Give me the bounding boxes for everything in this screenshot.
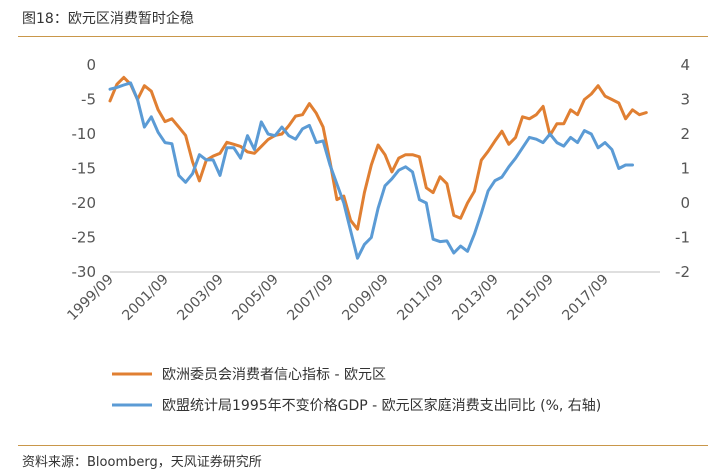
right-tick-label: 3 <box>680 91 690 109</box>
title-rule <box>18 36 708 37</box>
x-tick-label: 2011/09 <box>394 272 446 324</box>
right-tick-label: 4 <box>680 56 690 74</box>
x-axis: 1999/09 2001/09 2003/09 2005/09 2007/09 2009/… <box>64 272 611 324</box>
source-rule <box>18 445 708 446</box>
line-chart: 0 -5 -10 -15 -20 -25 -30 4 3 2 1 0 -1 -2 1999/09 2001… <box>64 56 690 414</box>
legend-label: 欧洲委员会消费者信心指标 - 欧元区 <box>162 367 386 383</box>
x-tick-label: 2017/09 <box>559 272 611 324</box>
x-tick-label: 2003/09 <box>174 272 226 324</box>
left-tick-label: -20 <box>72 194 97 212</box>
left-tick-label: -10 <box>72 125 97 143</box>
x-tick-label: 2007/09 <box>284 272 336 324</box>
x-tick-label: 2013/09 <box>449 272 501 324</box>
left-tick-label: -15 <box>72 160 97 178</box>
x-tick-label: 2001/09 <box>119 272 171 324</box>
series-layer <box>108 75 648 260</box>
figure-title: 图18：欧元区消费暂时企稳 <box>22 11 194 27</box>
x-tick-label: 2005/09 <box>229 272 281 324</box>
right-tick-label: 0 <box>680 194 690 212</box>
right-tick-label: 1 <box>680 160 690 178</box>
legend-label: 欧盟统计局1995年不变价格GDP - 欧元区家庭消费支出同比 (%, 右轴) <box>162 397 601 414</box>
left-tick-label: -25 <box>72 229 97 247</box>
consumer-confidence-line <box>108 75 648 231</box>
left-tick-label: -30 <box>72 263 97 281</box>
left-tick-label: 0 <box>86 56 96 74</box>
left-tick-label: -5 <box>81 91 96 109</box>
x-tick-label: 2009/09 <box>339 272 391 324</box>
left-y-axis: 0 -5 -10 -15 -20 -25 -30 <box>72 56 97 281</box>
x-tick-label: 2015/09 <box>504 272 556 324</box>
right-tick-label: -2 <box>675 263 690 281</box>
source-note: 资料来源：Bloomberg，天风证券研究所 <box>22 455 262 470</box>
household-consumption-line <box>108 81 634 260</box>
right-tick-label: 2 <box>680 125 690 143</box>
right-y-axis: 4 3 2 1 0 -1 -2 <box>675 56 690 281</box>
right-tick-label: -1 <box>675 229 690 247</box>
